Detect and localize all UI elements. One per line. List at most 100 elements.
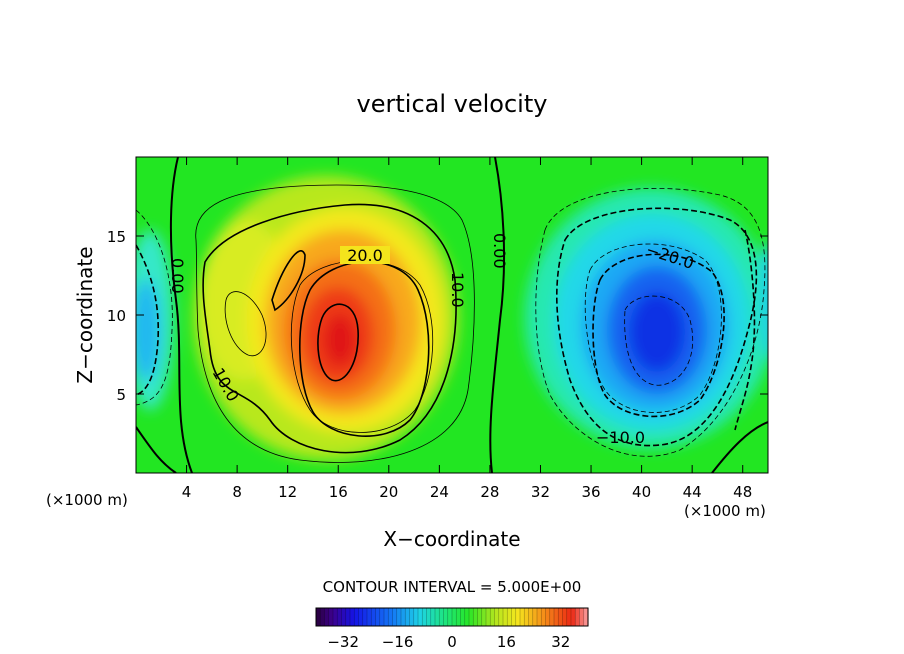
colorbar-cell <box>490 608 496 626</box>
colorbar-cell <box>413 608 419 626</box>
colorbar-cell <box>324 608 330 626</box>
colorbar-frame <box>315 607 589 627</box>
y-tick-label: 15 <box>107 228 126 246</box>
contour-label: 0.00 <box>490 233 509 269</box>
colorbar-cell <box>354 608 360 626</box>
colorbar-cell <box>511 608 517 626</box>
colorbar-cell <box>358 608 364 626</box>
colorbar-cell <box>409 608 415 626</box>
contour-label: −10.0 <box>596 428 645 447</box>
colorbar-cell <box>452 608 457 626</box>
colorbar-cell <box>566 608 572 626</box>
colorbar-cell <box>384 608 389 626</box>
colorbar-cell <box>532 608 538 626</box>
y-axis: 5 10 15 <box>107 228 768 404</box>
colorbar-cell <box>328 608 334 626</box>
colorbar-cell <box>341 608 347 626</box>
contour-label: 0.00 <box>168 258 187 294</box>
colorbar-cell <box>549 608 555 626</box>
colorbar-cell <box>439 608 445 626</box>
y-tick-label: 10 <box>107 307 126 325</box>
colorbar-cell <box>545 608 551 626</box>
x-tick-label: 4 <box>182 483 192 501</box>
colorbar-tick-label: −32 <box>327 633 359 651</box>
colorbar-cell <box>375 608 381 626</box>
x-tick-label: 24 <box>430 483 449 501</box>
x-tick-label: 16 <box>329 483 348 501</box>
colorbar-cell <box>520 608 525 626</box>
x-unit-label-right: (×1000 m) <box>684 502 766 520</box>
colorbar-cell <box>379 608 385 626</box>
y-axis-label: Z−coordinate <box>73 246 97 383</box>
colorbar-cell <box>456 608 462 626</box>
x-tick-label: 28 <box>480 483 499 501</box>
colorbar-cell <box>524 608 530 626</box>
colorbar-cell <box>571 608 576 626</box>
x-tick-label: 48 <box>733 483 752 501</box>
x-tick-label: 40 <box>632 483 651 501</box>
colorbar-cell <box>473 608 479 626</box>
colorbar-cell <box>583 608 589 626</box>
colorbar-cell <box>447 608 453 626</box>
colorbar-cell <box>362 608 368 626</box>
colorbar-cell <box>515 608 521 626</box>
y-tick-label: 5 <box>116 386 126 404</box>
x-tick-label: 20 <box>379 483 398 501</box>
colorbar-cell <box>392 608 398 626</box>
colorbar-cell <box>418 608 423 626</box>
contour-label: 10.0 <box>448 272 467 308</box>
colorbar-cell <box>333 608 338 626</box>
colorbar-tick-label: 32 <box>551 633 570 651</box>
colorbar-cell <box>320 608 326 626</box>
colorbar-cell <box>579 608 585 626</box>
x-tick-label: 32 <box>531 483 550 501</box>
contour-label: 20.0 <box>347 246 383 265</box>
colorbar-cell <box>435 608 440 626</box>
colorbar-cell <box>481 608 487 626</box>
x-tick-label: 12 <box>278 483 297 501</box>
colorbar-cell <box>371 608 377 626</box>
colorbar-tick-label: 0 <box>447 633 457 651</box>
colorbar-cell <box>443 608 449 626</box>
colorbar-cell <box>367 608 372 626</box>
chart-title: vertical velocity <box>357 90 548 118</box>
x-unit-label-left: (×1000 m) <box>46 491 128 509</box>
colorbar-cell <box>494 608 500 626</box>
colorbar-cell <box>337 608 343 626</box>
colorbar-cell <box>477 608 483 626</box>
colorbar-cell <box>460 608 466 626</box>
colorbar <box>315 607 589 627</box>
colorbar-tick-label: −16 <box>382 633 414 651</box>
x-axis-label: X−coordinate <box>383 527 520 551</box>
colorbar-cell <box>469 608 474 626</box>
colorbar-cell <box>575 608 581 626</box>
colorbar-cell <box>486 608 491 626</box>
colorbar-cell <box>350 608 355 626</box>
colorbar-cell <box>316 608 321 626</box>
colorbar-cell <box>405 608 411 626</box>
colorbar-cell <box>554 608 559 626</box>
colorbar-cell <box>537 608 542 626</box>
colorbar-cell <box>562 608 568 626</box>
colorbar-tick-label: 16 <box>497 633 516 651</box>
colorbar-ticks: −32 −16 0 16 32 <box>327 633 570 651</box>
colorbar-cell <box>541 608 547 626</box>
colorbar-cell <box>507 608 513 626</box>
colorbar-cell <box>464 608 470 626</box>
x-tick-label: 8 <box>232 483 242 501</box>
colorbar-cell <box>528 608 534 626</box>
colorbar-cell <box>396 608 402 626</box>
colorbar-cell <box>503 608 508 626</box>
colorbar-cell <box>558 608 564 626</box>
contour-interval-text: CONTOUR INTERVAL = 5.000E+00 <box>323 578 582 596</box>
colorbar-cell <box>498 608 504 626</box>
colorbar-cell <box>388 608 394 626</box>
contour-lines <box>136 157 768 473</box>
colorbar-cell <box>430 608 436 626</box>
colorbar-cell <box>422 608 428 626</box>
colorbar-cell <box>345 608 351 626</box>
x-axis: 4 8 12 16 20 24 28 32 36 40 44 48 <box>182 157 752 501</box>
x-tick-label: 36 <box>581 483 600 501</box>
